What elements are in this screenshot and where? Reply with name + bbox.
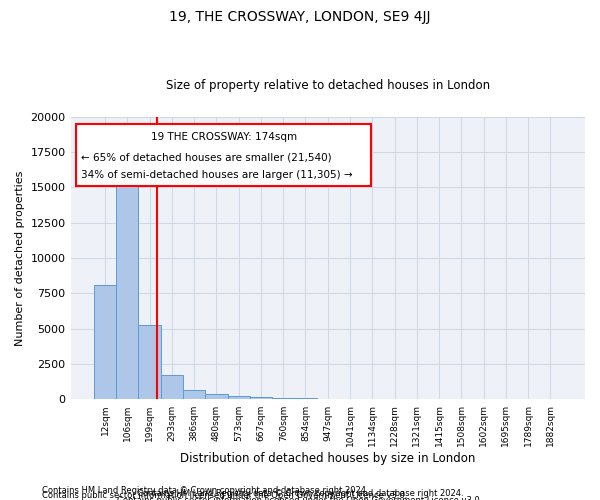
Bar xyxy=(205,394,227,400)
Bar xyxy=(227,396,250,400)
Bar xyxy=(139,324,161,400)
Text: 34% of semi-detached houses are larger (11,305) →: 34% of semi-detached houses are larger (… xyxy=(81,170,352,180)
Bar xyxy=(161,374,183,400)
Bar xyxy=(250,397,272,400)
Bar xyxy=(295,398,317,400)
Text: Contains public sector information licensed under the Open Government Licence v3: Contains public sector information licen… xyxy=(42,490,407,500)
Text: Contains HM Land Registry data © Crown copyright and database right 2024.: Contains HM Land Registry data © Crown c… xyxy=(42,486,368,495)
Bar xyxy=(317,398,339,400)
Title: Size of property relative to detached houses in London: Size of property relative to detached ho… xyxy=(166,79,490,92)
Bar xyxy=(272,398,295,400)
Y-axis label: Number of detached properties: Number of detached properties xyxy=(15,170,25,346)
Bar xyxy=(94,285,116,400)
Text: Contains HM Land Registry data © Crown copyright and database right 2024.: Contains HM Land Registry data © Crown c… xyxy=(137,488,463,498)
Bar xyxy=(361,399,383,400)
Text: ← 65% of detached houses are smaller (21,540): ← 65% of detached houses are smaller (21… xyxy=(81,152,331,162)
Text: 19 THE CROSSWAY: 174sqm: 19 THE CROSSWAY: 174sqm xyxy=(151,132,296,142)
X-axis label: Distribution of detached houses by size in London: Distribution of detached houses by size … xyxy=(180,452,475,465)
Bar xyxy=(183,390,205,400)
Bar xyxy=(116,165,139,400)
Bar xyxy=(339,399,361,400)
Text: 19, THE CROSSWAY, LONDON, SE9 4JJ: 19, THE CROSSWAY, LONDON, SE9 4JJ xyxy=(169,10,431,24)
FancyBboxPatch shape xyxy=(76,124,371,186)
Text: Contains public sector information licensed under the Open Government Licence v3: Contains public sector information licen… xyxy=(118,496,482,500)
